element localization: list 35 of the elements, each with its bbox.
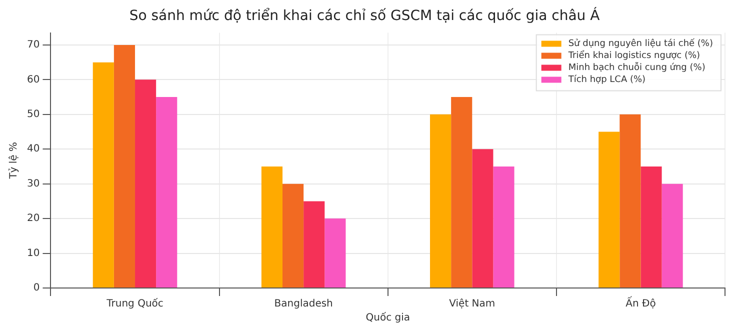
legend-label: Minh bạch chuỗi cung ứng (%) [568,62,706,74]
y-tick-label: 0 [33,282,40,294]
legend-label: Sử dụng nguyên liệu tái chế (%) [568,38,713,50]
bar [430,114,452,288]
bar [304,201,325,288]
bar [620,114,641,288]
chart-title: So sánh mức độ triển khai các chỉ số GSCM tại các quốc gia châu Á [129,7,600,24]
bar [324,218,346,288]
y-tick-label: 70 [26,40,40,51]
x-axis-title: Quốc gia [366,312,410,324]
legend-label: Tích hợp LCA (%) [567,74,646,86]
y-tick-label: 20 [26,213,40,224]
y-tick-label: 30 [26,178,40,190]
x-tick-label: Ấn Độ [626,296,656,310]
y-tick-label: 60 [26,74,40,86]
bar [662,184,683,288]
x-tick-label: Bangladesh [274,298,333,310]
bar [598,132,620,288]
bar [135,80,156,288]
bar [282,184,304,288]
y-tick-label: 40 [26,144,40,155]
bar [92,62,114,288]
bar [261,166,283,288]
bar [451,97,472,288]
bar [640,166,662,288]
x-tick-label: Trung Quốc [106,298,164,310]
bar [472,149,494,288]
x-tick-label: Việt Nam [449,298,496,310]
bar [493,166,514,288]
bar [156,97,178,288]
y-tick-label: 50 [26,108,40,120]
bar [114,44,136,288]
legend-label: Triển khai logistics ngược (%) [567,50,700,62]
y-axis-title: Tỷ lệ % [8,142,20,180]
y-tick-label: 10 [26,248,40,259]
